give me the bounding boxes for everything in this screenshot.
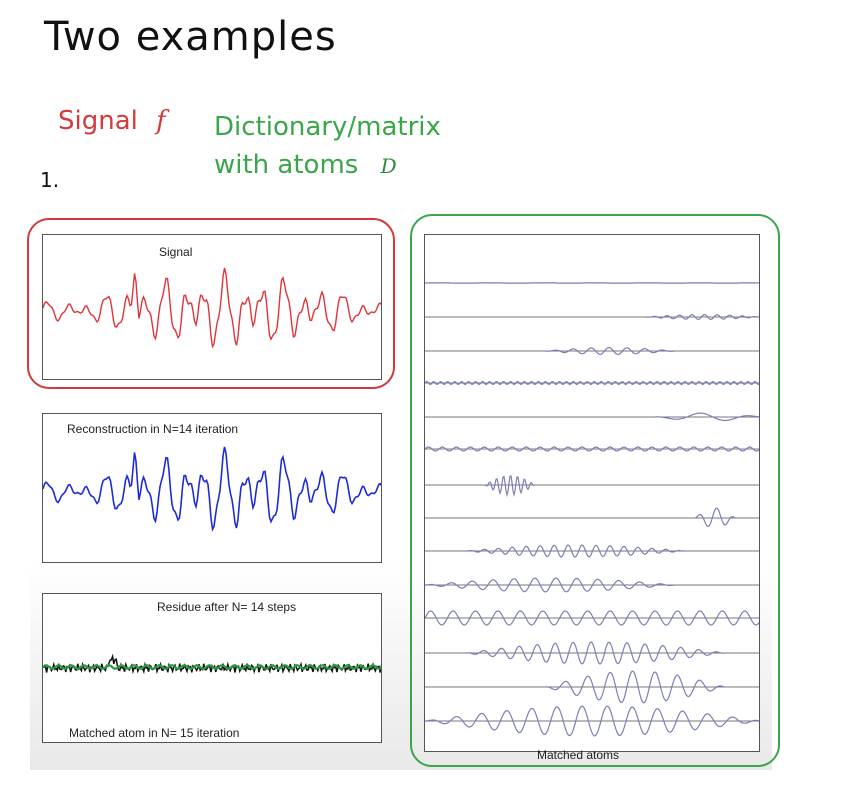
atom-waveform — [544, 346, 676, 356]
residue-plot — [43, 653, 381, 675]
page-title: Two examples — [44, 14, 337, 60]
reconstruction-panel-title: Reconstruction in N=14 iteration — [67, 422, 239, 436]
reconstruction-plot — [43, 446, 381, 532]
item-number: 1. — [40, 168, 60, 192]
signal-label: Signal f — [58, 106, 166, 136]
signal-waveform — [43, 267, 381, 349]
dictionary-highlight-outline — [410, 214, 780, 767]
signal-panel: Signal — [42, 234, 382, 380]
atoms-plot — [425, 282, 759, 737]
matched-atom-waveform — [43, 664, 381, 670]
residue-panel: Residue after N= 14 steps Matched atom i… — [42, 593, 382, 743]
atom-waveform — [654, 412, 759, 422]
atom-waveform — [425, 577, 676, 593]
signal-label-text: Signal — [58, 106, 138, 136]
atoms-caption: Matched atoms — [537, 748, 620, 762]
matched-atom-caption: Matched atom in N= 15 iteration — [69, 726, 240, 740]
atoms-panel — [424, 234, 760, 752]
dictionary-label: Dictionary/matrix with atoms D — [214, 108, 441, 185]
atom-waveform — [425, 446, 759, 452]
atom-waveform — [645, 313, 759, 321]
signal-symbol: f — [156, 106, 166, 136]
atom-waveform — [464, 641, 726, 665]
dictionary-label-line2: with atoms — [214, 150, 359, 180]
atom-waveform — [465, 544, 685, 558]
signal-plot — [43, 267, 381, 349]
residue-panel-title: Residue after N= 14 steps — [157, 600, 297, 614]
reconstruction-panel: Reconstruction in N=14 iteration — [42, 413, 382, 563]
atom-waveform — [425, 705, 759, 737]
signal-highlight-outline — [27, 218, 395, 389]
atom-waveform — [425, 380, 759, 386]
atom-waveform — [544, 670, 726, 704]
atom-waveform — [484, 475, 536, 498]
signal-panel-title: Signal — [159, 245, 193, 259]
atom-waveform — [425, 610, 759, 626]
dictionary-symbol: D — [380, 154, 397, 178]
reconstruction-waveform — [43, 446, 381, 532]
residue-waveform — [43, 653, 381, 675]
atom-waveform — [694, 507, 736, 528]
dictionary-label-line1: Dictionary/matrix — [214, 112, 441, 142]
